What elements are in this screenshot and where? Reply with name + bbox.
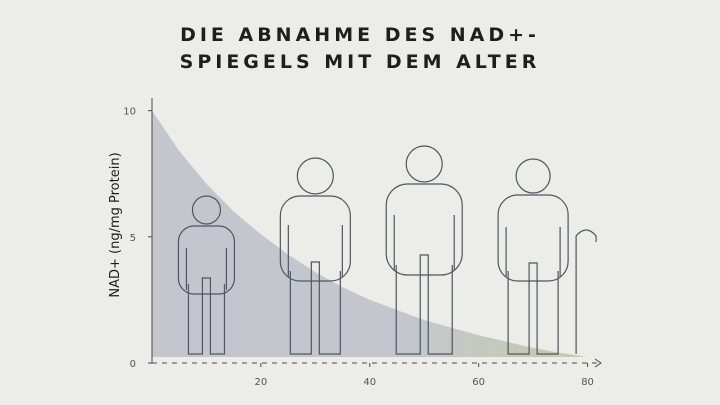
legs-icon	[187, 277, 226, 355]
x-tick-label: 80	[581, 377, 594, 388]
cane-icon	[575, 229, 597, 354]
legs-icon	[289, 261, 341, 355]
legs-icon	[395, 254, 453, 355]
head-icon	[515, 158, 551, 194]
legs-icon	[507, 262, 559, 355]
y-tick-label: 5	[130, 233, 136, 244]
head-icon	[296, 157, 334, 195]
x-tick-label: 40	[363, 377, 376, 388]
torso-icon	[177, 225, 236, 295]
y-axis-label: NAD+ (ng/mg Protein)	[108, 152, 123, 297]
x-axis-arrow-icon	[594, 358, 602, 368]
young-adult-figure	[279, 157, 351, 355]
chart-title-line-2: SPIEGELS MIT DEM ALTER	[179, 51, 541, 73]
torso-icon	[279, 195, 351, 282]
x-tick-label: 20	[255, 377, 268, 388]
child-figure	[177, 195, 236, 355]
area-series-0	[152, 110, 632, 357]
y-tick-label: 0	[130, 359, 136, 370]
chart-title-line-1: DIE ABNAHME DES NAD+-	[180, 24, 540, 46]
torso-icon	[497, 194, 569, 282]
chart-title: DIE ABNAHME DES NAD+- SPIEGELS MIT DEM A…	[0, 22, 720, 76]
head-icon	[405, 145, 443, 183]
x-tick-label: 60	[472, 377, 485, 388]
y-tick-label: 10	[123, 107, 136, 118]
head-icon	[191, 195, 222, 225]
elder-figure	[497, 158, 597, 355]
adult-figure	[385, 145, 463, 355]
torso-icon	[385, 183, 463, 276]
